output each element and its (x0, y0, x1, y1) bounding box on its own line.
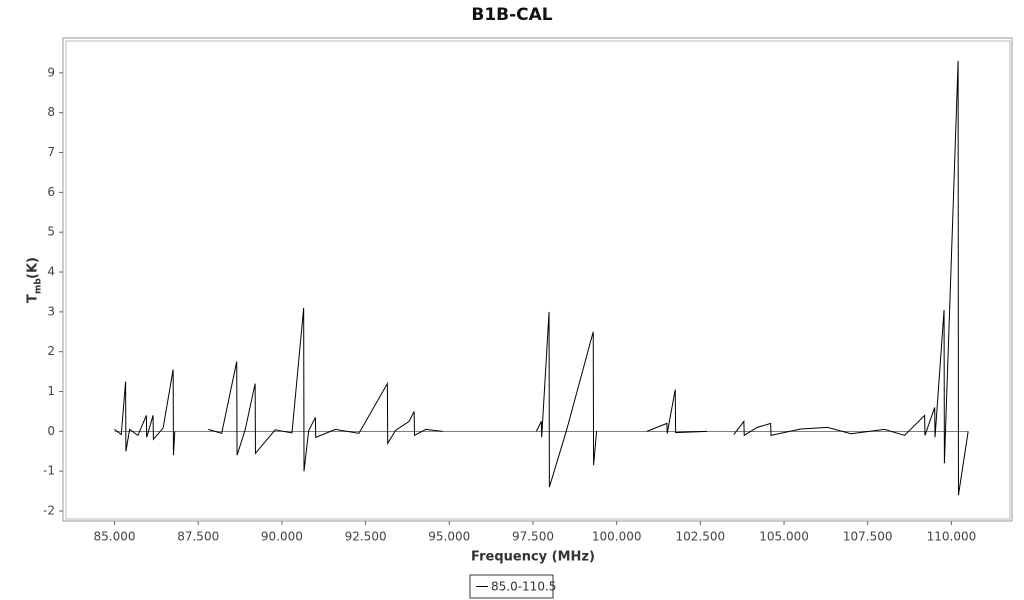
y-tick-label: 6 (47, 185, 55, 199)
y-tick-label: 8 (47, 105, 55, 119)
x-tick-label: 100.000 (592, 530, 642, 544)
spectrum-line (114, 60, 969, 496)
y-tick-label: 7 (47, 145, 55, 159)
y-tick-label: 0 (47, 424, 55, 438)
y-tick-label: 2 (47, 344, 55, 358)
y-tick-label: -2 (43, 504, 55, 518)
x-tick-label: 95.000 (428, 530, 470, 544)
y-axis-title-main: T (26, 294, 41, 303)
x-axis-title: Frequency (MHz) (471, 550, 595, 565)
y-axis-title: T mb (K) (26, 257, 44, 303)
legend-label: 85.0-110.5 (491, 580, 556, 594)
x-tick-label: 107.500 (843, 530, 893, 544)
plot-area (65, 40, 1011, 520)
x-tick-label: 87.500 (177, 530, 219, 544)
y-tick-label: 1 (47, 384, 55, 398)
y-axis-title-sub: mb (34, 278, 44, 294)
chart-title: B1B-CAL (471, 5, 552, 25)
y-tick-label: 9 (47, 65, 55, 79)
plot-frame (62, 37, 1013, 522)
x-tick-label: 85.000 (94, 530, 136, 544)
y-tick-label: 5 (47, 225, 55, 239)
y-tick-label: 4 (47, 265, 55, 279)
x-tick-label: 105.000 (759, 530, 809, 544)
x-tick-label: 102.500 (676, 530, 726, 544)
y-tick-label: -1 (43, 464, 55, 478)
y-axis-title-unit: (K) (26, 257, 41, 279)
x-tick-label: 92.500 (345, 530, 387, 544)
legend (469, 574, 554, 599)
y-tick-label: 3 (47, 304, 55, 318)
x-tick-label: 90.000 (261, 530, 303, 544)
x-tick-label: 97.500 (512, 530, 554, 544)
x-tick-label: 110.000 (927, 530, 977, 544)
